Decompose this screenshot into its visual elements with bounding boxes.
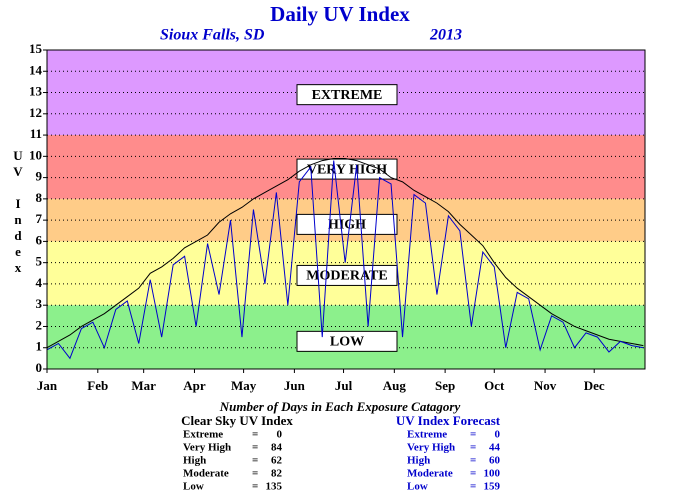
summary-row-separator: = [252, 468, 258, 480]
summary-row-label: Very High [183, 442, 231, 454]
summary-row-value: 100 [484, 468, 501, 480]
summary-row-label: Moderate [407, 468, 453, 480]
summary-row-value: 135 [266, 481, 283, 493]
band-label: HIGH [328, 218, 366, 233]
y-tick-label: 0 [36, 360, 43, 375]
y-tick-label: 6 [36, 232, 43, 247]
y-tick-label: 14 [29, 62, 43, 77]
x-tick-label: Mar [131, 378, 156, 393]
x-tick-label: Sep [435, 378, 455, 393]
band-label-box [296, 213, 398, 235]
x-tick-label: Nov [534, 378, 557, 393]
summary-row-label: Low [183, 481, 204, 493]
summary-row-value: 84 [271, 442, 283, 454]
plot-frame [46, 49, 646, 370]
summary-table-title: Clear Sky UV Index [181, 413, 293, 428]
y-axis-label: UV Index [11, 148, 26, 276]
summary-row-value: 60 [489, 455, 501, 467]
x-tick-label: Feb [87, 378, 108, 393]
y-tick-label: 11 [30, 126, 42, 141]
summary-row-separator: = [252, 429, 258, 441]
summary-row-separator: = [252, 455, 258, 467]
x-tick-label: Dec [584, 378, 605, 393]
summary-row-separator: = [252, 481, 258, 493]
summary-row-separator: = [470, 481, 476, 493]
summary-row-value: 159 [484, 481, 501, 493]
summary-row-value: 0 [495, 429, 501, 441]
summary-row-label: Moderate [183, 468, 229, 480]
x-tick-label: Aug [383, 378, 407, 393]
series-line [46, 160, 644, 360]
summary-row-separator: = [470, 442, 476, 454]
y-tick-label: 3 [36, 296, 43, 311]
summary-table-title: UV Index Forecast [396, 413, 501, 428]
summary-title: Number of Days in Each Exposure Catagory [219, 399, 461, 414]
y-tick-label: 9 [36, 169, 43, 184]
summary-row-label: High [407, 455, 430, 467]
summary-row-label: Extreme [407, 429, 447, 441]
y-tick-label: 2 [36, 317, 43, 332]
summary-row-label: Low [407, 481, 428, 493]
chart-subtitle: Sioux Falls, SD [160, 27, 265, 44]
summary-row-label: High [183, 455, 206, 467]
summary-row-separator: = [470, 468, 476, 480]
band-label: VERY HIGH [307, 162, 387, 177]
y-tick-label: 12 [29, 105, 42, 120]
x-tick-label: Apr [183, 378, 206, 393]
chart-title: Daily UV Index [270, 2, 410, 26]
x-tick-label: Jun [284, 378, 306, 393]
band-label: EXTREME [312, 88, 383, 103]
summary-row-value: 44 [489, 442, 501, 454]
x-tick-label: Oct [484, 378, 505, 393]
band-label: LOW [330, 335, 364, 350]
y-tick-label: 8 [36, 190, 43, 205]
summary-row-value: 62 [271, 455, 283, 467]
chart-year: 2013 [429, 27, 462, 44]
series-line [46, 157, 644, 349]
y-tick-label: 7 [36, 211, 43, 226]
y-tick-label: 1 [36, 339, 43, 354]
band-label-box [296, 84, 398, 106]
x-tick-label: Jan [37, 378, 58, 393]
summary-row-value: 0 [277, 429, 283, 441]
y-tick-label: 13 [29, 84, 43, 99]
summary-row-separator: = [252, 442, 258, 454]
y-tick-label: 15 [29, 41, 43, 56]
summary-row-separator: = [470, 429, 476, 441]
summary-row-label: Very High [407, 442, 455, 454]
summary-row-value: 82 [271, 468, 283, 480]
summary-row-separator: = [470, 455, 476, 467]
y-tick-label: 5 [36, 254, 43, 269]
summary-row-label: Extreme [183, 429, 223, 441]
x-tick-label: Jul [335, 378, 353, 393]
x-tick-label: May [231, 378, 257, 393]
y-tick-label: 10 [29, 147, 42, 162]
y-tick-label: 4 [36, 275, 43, 290]
